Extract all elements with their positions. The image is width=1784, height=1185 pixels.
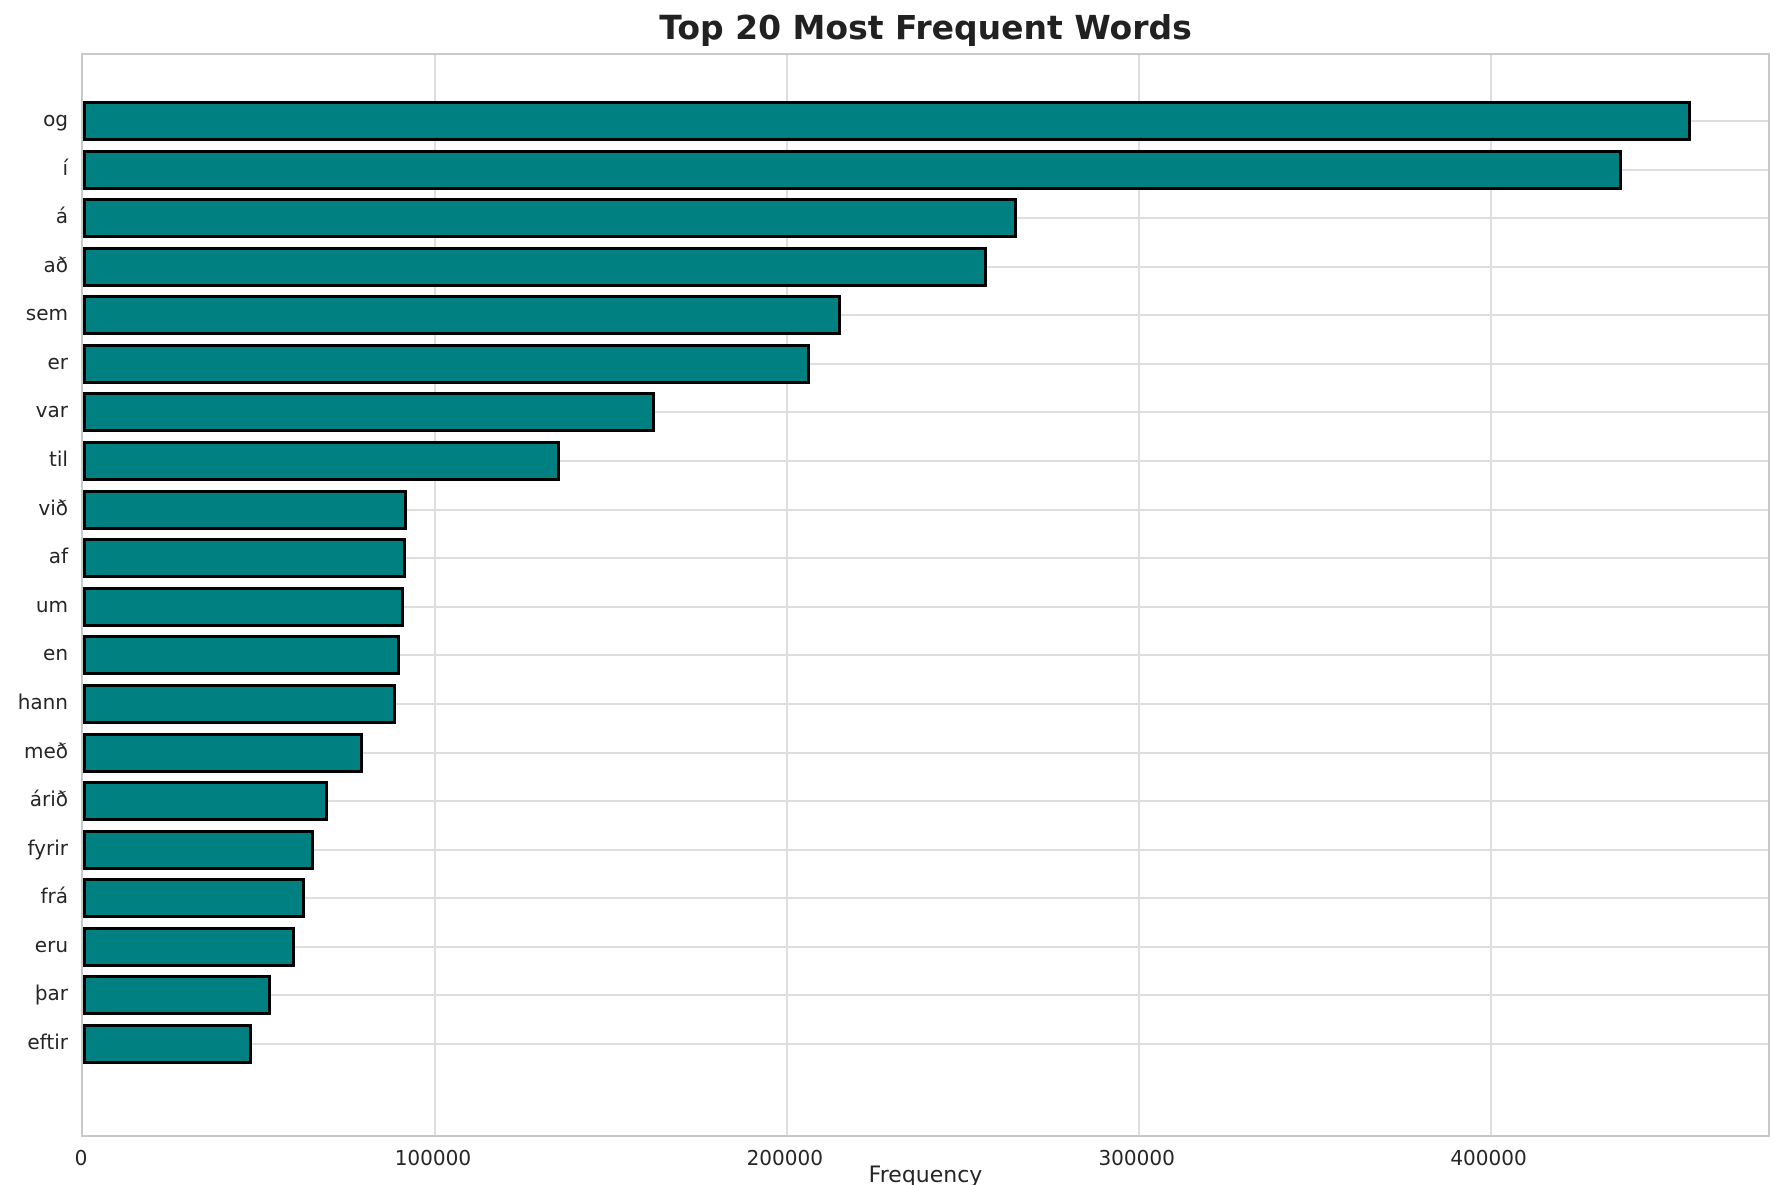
bar-með [83, 732, 363, 773]
x-tick-label: 200000 [746, 1146, 823, 1170]
y-tick-label: eru [34, 932, 68, 957]
gridline-horizontal [83, 411, 1768, 414]
y-tick-label: fyrir [27, 835, 68, 860]
gridline-horizontal [83, 460, 1768, 463]
plot-area [81, 53, 1770, 1137]
chart-title: Top 20 Most Frequent Words [659, 8, 1192, 47]
x-tick-label: 0 [74, 1146, 88, 1170]
gridline-horizontal [83, 654, 1768, 657]
y-tick-label: af [48, 544, 68, 569]
bar-er [83, 343, 810, 384]
gridline-horizontal [83, 1043, 1768, 1046]
y-tick-label: á [55, 204, 68, 229]
gridline-horizontal [83, 314, 1768, 317]
gridline-horizontal [83, 702, 1768, 705]
bar-árið [83, 781, 328, 822]
y-tick-label: þar [34, 981, 68, 1006]
y-tick-label: eftir [27, 1030, 68, 1055]
x-tick-label: 100000 [394, 1146, 472, 1170]
gridline-vertical [433, 55, 436, 1135]
bar-sem [83, 295, 841, 336]
bar-frá [83, 878, 305, 919]
bar-fyrir [83, 829, 314, 870]
x-axis-title: Frequency [868, 1163, 983, 1185]
bar-eftir [83, 1024, 252, 1065]
bar-á [83, 198, 1017, 239]
y-tick-label: er [47, 349, 68, 374]
gridline-horizontal [83, 945, 1768, 948]
gridline-horizontal [83, 751, 1768, 754]
y-tick-label: var [35, 398, 68, 423]
bar-til [83, 441, 560, 482]
y-tick-label: og [43, 107, 68, 131]
gridline-horizontal [83, 508, 1768, 511]
gridline-horizontal [83, 848, 1768, 851]
y-tick-label: að [43, 252, 69, 277]
gridline-horizontal [83, 897, 1768, 900]
y-tick-label: en [43, 641, 68, 666]
bar-þar [83, 975, 271, 1016]
y-tick-label: í [62, 155, 68, 180]
gridline-horizontal [83, 557, 1768, 560]
bar-í [83, 149, 1622, 190]
bar-um [83, 586, 404, 627]
y-tick-label: til [49, 447, 68, 472]
x-tick-label: 400000 [1450, 1146, 1527, 1170]
gridline-horizontal [83, 994, 1768, 997]
y-tick-label: við [38, 495, 68, 520]
gridline-horizontal [83, 800, 1768, 803]
gridline-horizontal [83, 605, 1768, 608]
y-tick-label: með [23, 738, 68, 763]
bar-var [83, 392, 655, 433]
y-tick-label: um [35, 592, 68, 617]
bar-af [83, 538, 406, 579]
bar-við [83, 489, 407, 530]
bar-eru [83, 926, 295, 967]
y-tick-label: árið [29, 787, 68, 812]
gridline-vertical [785, 55, 788, 1135]
gridline-vertical [1137, 55, 1140, 1135]
bar-að [83, 246, 987, 287]
y-tick-label: sem [25, 301, 68, 326]
gridline-vertical [1489, 55, 1492, 1135]
bar-en [83, 635, 400, 676]
x-tick-label: 300000 [1098, 1146, 1175, 1170]
bar-hann [83, 683, 396, 724]
y-tick-label: hann [17, 689, 68, 714]
bar-og [83, 101, 1691, 141]
gridline-horizontal [83, 362, 1768, 365]
y-tick-label: frá [40, 884, 68, 909]
